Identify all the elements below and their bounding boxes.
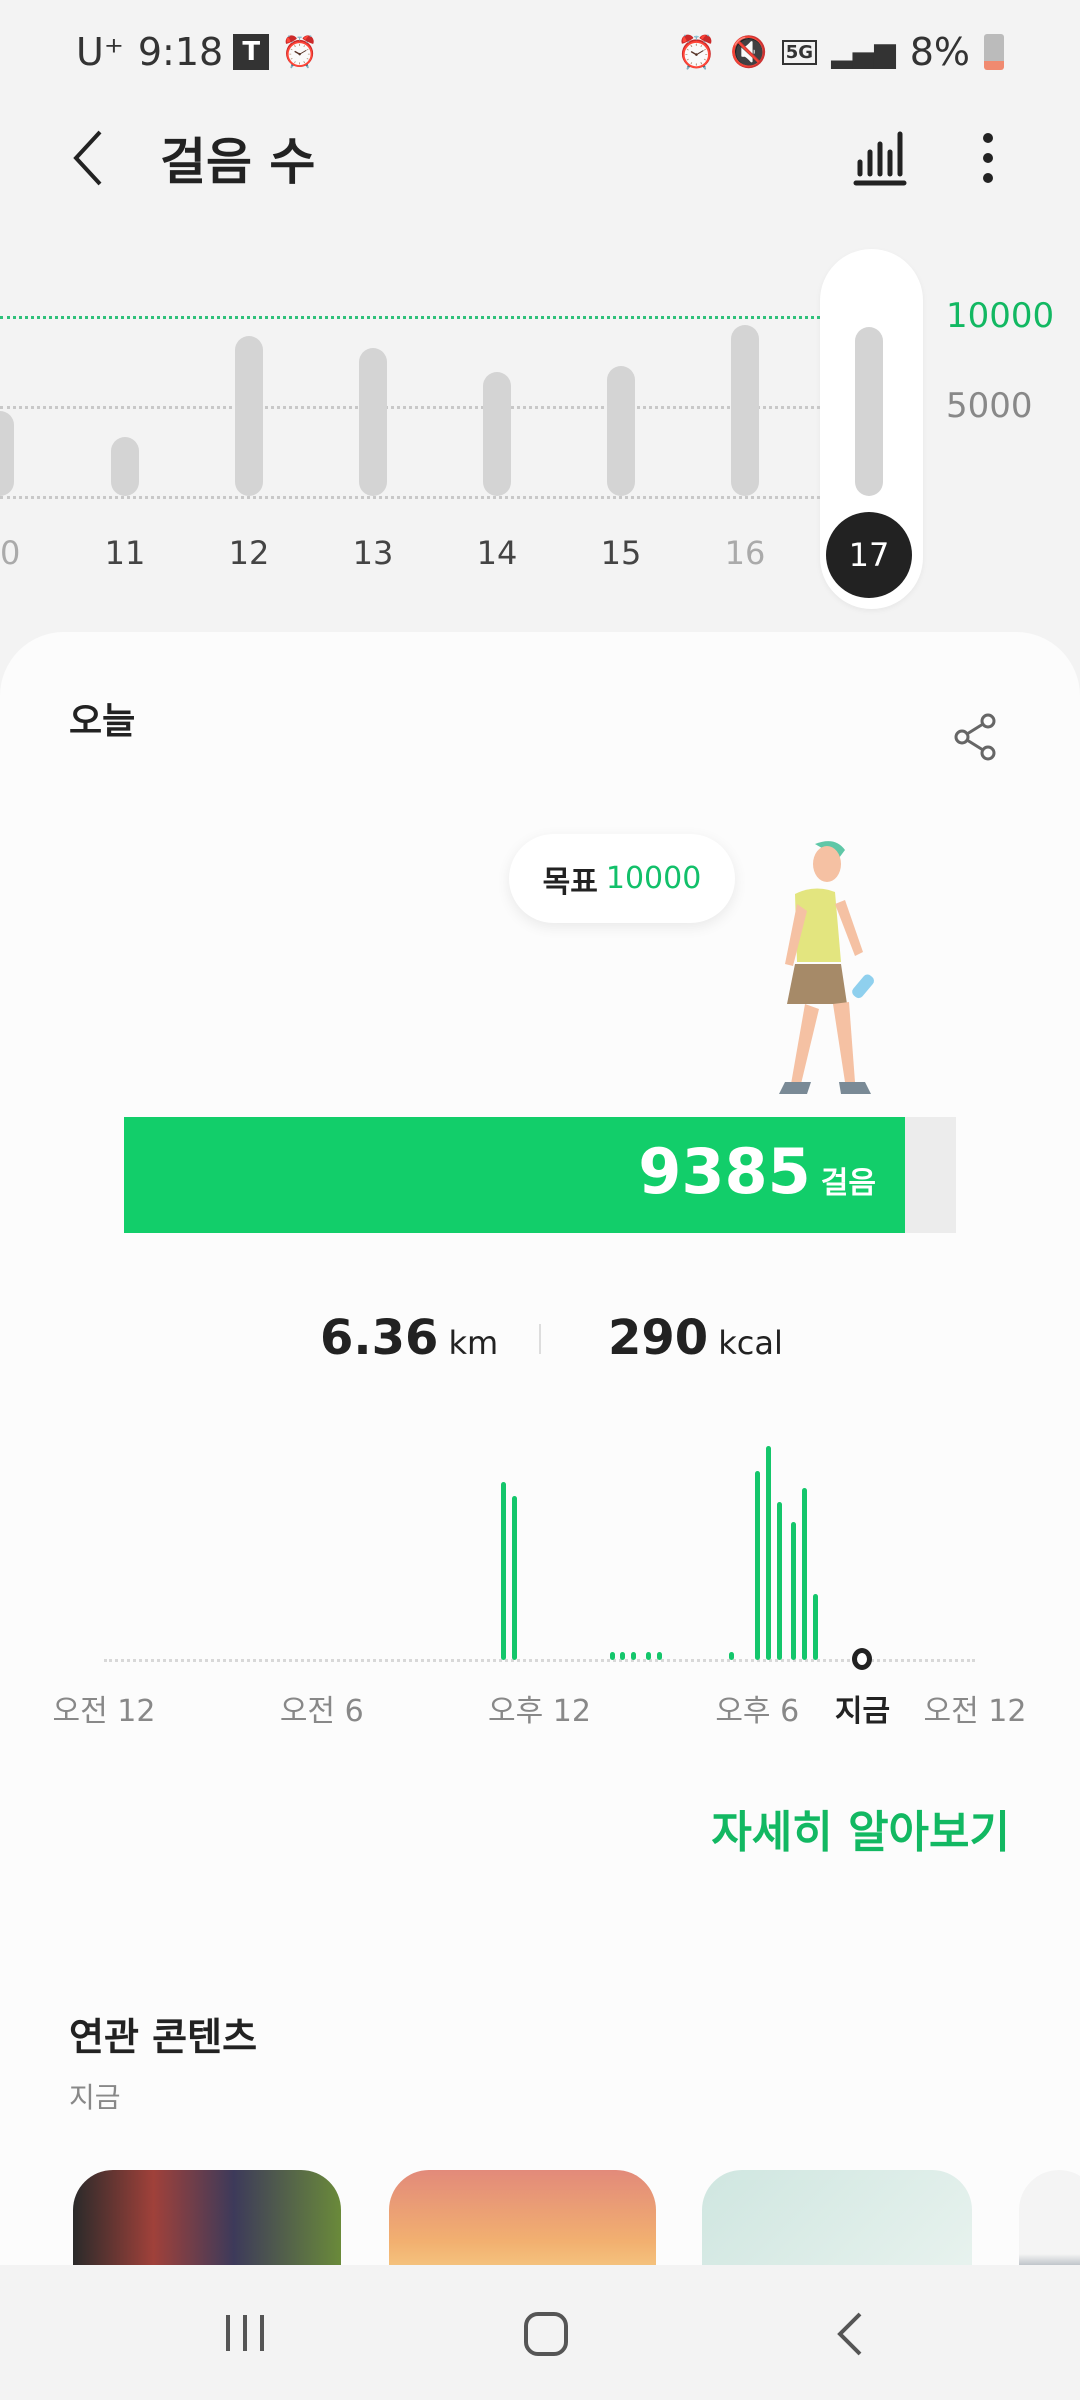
time-axis-label: 오전 12 <box>923 1694 1027 1729</box>
goal-label: 목표 <box>542 864 598 900</box>
hour-dot <box>631 1652 637 1660</box>
time-axis-label: 오후 12 <box>488 1694 591 1729</box>
steps-unit: 걸음 <box>820 1166 876 1201</box>
learn-more-link[interactable]: 자세히 알아보기 <box>711 1807 1010 1858</box>
recent-apps-icon[interactable] <box>222 2313 268 2353</box>
battery-icon <box>984 34 1004 70</box>
hour-bar <box>776 1502 782 1660</box>
page-title: 걸음 수 <box>160 133 316 191</box>
goal-gridline <box>0 316 820 319</box>
steps-value: 9385 <box>638 1135 811 1208</box>
network-icon: 5G <box>781 39 818 65</box>
status-left: U⁺ 9:18 T ⏰ <box>76 22 319 82</box>
week-label-10[interactable]: 10 <box>0 534 21 572</box>
week-label-14[interactable]: 14 <box>476 534 518 572</box>
week-bar-16[interactable] <box>731 325 759 496</box>
daily-baseline <box>104 1659 975 1662</box>
hour-dot <box>620 1652 626 1660</box>
time-axis-label: 오전 6 <box>279 1694 364 1729</box>
week-bar-14[interactable] <box>483 371 511 496</box>
hour-dot <box>609 1652 615 1660</box>
bar-chart-icon[interactable] <box>852 130 908 186</box>
stat-divider <box>539 1324 541 1354</box>
mid-gridline <box>0 406 820 409</box>
hour-dot <box>645 1652 651 1660</box>
today-card <box>0 632 1080 2400</box>
signal-icon: ▂▄▆ <box>831 35 896 69</box>
today-title: 오늘 <box>69 701 136 742</box>
goal-value: 10000 <box>605 861 702 896</box>
alarm-icon: ⏰ <box>281 34 319 70</box>
base-gridline <box>0 496 820 499</box>
week-label-17[interactable]: 17 <box>826 512 912 598</box>
battery-level: 8% <box>909 30 970 74</box>
time-axis-label: 오전 12 <box>52 1694 156 1729</box>
status-right: ⏰ 🔇 5G ▂▄▆ 8% <box>677 22 1004 82</box>
distance-value: 6.36 <box>320 1310 439 1366</box>
week-bar-13[interactable] <box>359 348 387 496</box>
time-axis-label: 오후 6 <box>715 1694 800 1729</box>
share-icon[interactable] <box>952 712 998 762</box>
distance-unit: km <box>448 1324 499 1362</box>
calories-value: 290 <box>608 1310 709 1366</box>
walking-person-illustration <box>779 841 874 1094</box>
related-subtitle: 지금 <box>69 2081 121 2114</box>
t-app-icon: T <box>233 34 270 70</box>
mid-axis-label: 5000 <box>946 386 1033 426</box>
hour-dot <box>729 1652 735 1660</box>
goal-bubble: 목표 10000 <box>509 834 735 923</box>
hour-bar <box>791 1521 797 1660</box>
hour-bar <box>812 1594 818 1660</box>
now-marker <box>852 1648 873 1670</box>
week-bar-17[interactable] <box>855 327 883 496</box>
distance-stat: 6.36 km <box>320 1310 498 1366</box>
navigation-bar <box>0 2265 1080 2400</box>
calories-stat: 290 kcal <box>608 1310 783 1366</box>
hour-bar <box>511 1495 517 1660</box>
hour-bar <box>500 1481 506 1660</box>
back-nav-icon[interactable] <box>834 2311 864 2357</box>
time-axis-label: 지금 <box>834 1694 891 1729</box>
hour-bar <box>801 1488 807 1660</box>
week-label-13[interactable]: 13 <box>352 534 394 572</box>
steps-count: 9385 걸음 <box>638 1135 876 1208</box>
home-icon[interactable] <box>523 2311 569 2357</box>
mute-icon: 🔇 <box>730 34 768 70</box>
week-label-15[interactable]: 15 <box>600 534 642 572</box>
back-icon[interactable] <box>68 128 108 188</box>
clock: 9:18 <box>137 30 224 74</box>
calories-unit: kcal <box>718 1324 783 1362</box>
steps-progress-fill <box>124 1117 905 1233</box>
steps-progress-bar: 9385 걸음 <box>124 1117 956 1233</box>
more-vert-icon[interactable] <box>976 130 1000 186</box>
hour-bar <box>765 1446 771 1660</box>
week-label-12[interactable]: 12 <box>228 534 270 572</box>
goal-axis-label: 10000 <box>946 296 1055 336</box>
hour-bar <box>754 1470 760 1660</box>
week-label-11[interactable]: 11 <box>104 534 146 572</box>
week-bar-11[interactable] <box>111 436 139 496</box>
related-title: 연관 콘텐츠 <box>69 2015 258 2059</box>
week-bar-10[interactable] <box>0 411 14 496</box>
alarm-icon: ⏰ <box>676 33 717 71</box>
hour-dot <box>656 1652 662 1660</box>
week-bar-15[interactable] <box>607 366 635 496</box>
week-bar-12[interactable] <box>235 335 263 496</box>
carrier: U⁺ <box>76 30 124 74</box>
week-label-16[interactable]: 16 <box>724 534 766 572</box>
